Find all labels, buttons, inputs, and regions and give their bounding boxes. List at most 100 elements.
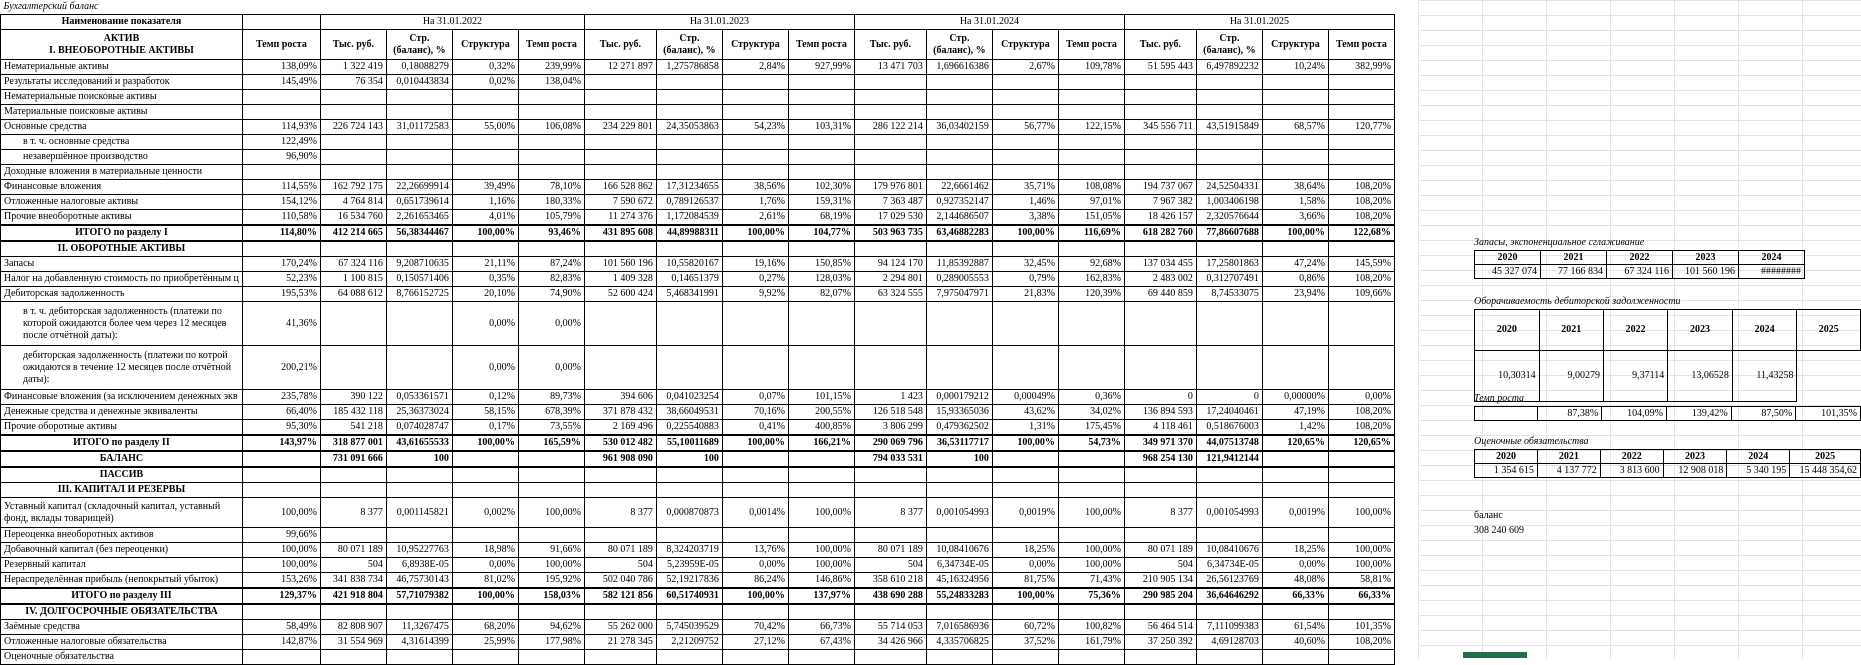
- value-cell[interactable]: 32,45%: [991, 256, 1059, 272]
- side-cell[interactable]: 2020: [1474, 449, 1538, 464]
- side-cell[interactable]: 2020: [1474, 309, 1540, 351]
- value-cell[interactable]: 0,150571406: [385, 271, 453, 287]
- value-cell[interactable]: 109,78%: [1057, 59, 1125, 75]
- row-label[interactable]: БАЛАНС: [0, 450, 243, 468]
- value-cell[interactable]: [991, 482, 1059, 498]
- growth-cell[interactable]: 195,53%: [241, 286, 321, 302]
- value-cell[interactable]: 541 218: [319, 419, 387, 436]
- value-cell[interactable]: 0,86%: [1261, 271, 1329, 287]
- value-cell[interactable]: 0,07%: [721, 389, 789, 405]
- value-cell[interactable]: 36,64646292: [1195, 587, 1263, 605]
- value-cell[interactable]: [925, 240, 993, 257]
- value-cell[interactable]: 180,33%: [517, 194, 585, 210]
- value-cell[interactable]: [853, 466, 927, 483]
- value-cell[interactable]: 81,02%: [451, 572, 519, 589]
- value-cell[interactable]: 5,23959E-05: [655, 557, 723, 573]
- value-cell[interactable]: 0: [1123, 389, 1197, 405]
- value-cell[interactable]: 3 806 299: [853, 419, 927, 436]
- value-cell[interactable]: 80 071 189: [1123, 542, 1197, 558]
- value-cell[interactable]: 2,261653465: [385, 209, 453, 226]
- value-cell[interactable]: [1057, 466, 1125, 483]
- value-cell[interactable]: 44,89988311: [655, 224, 723, 242]
- value-cell[interactable]: 10,95227763: [385, 542, 453, 558]
- row-label[interactable]: в т. ч. основные средства: [0, 134, 243, 150]
- value-cell[interactable]: 67 324 116: [319, 256, 387, 272]
- value-cell[interactable]: 60,51740931: [655, 587, 723, 605]
- side-cell[interactable]: 2020: [1474, 250, 1541, 265]
- value-cell[interactable]: 927,99%: [787, 59, 855, 75]
- value-cell[interactable]: [319, 527, 387, 543]
- value-cell[interactable]: 100,00%: [1327, 542, 1395, 558]
- value-cell[interactable]: [583, 89, 657, 105]
- value-cell[interactable]: [1057, 74, 1125, 90]
- value-cell[interactable]: 100,00%: [991, 434, 1059, 452]
- value-cell[interactable]: 100,00%: [1261, 224, 1329, 242]
- value-cell[interactable]: 31 554 969: [319, 634, 387, 650]
- value-cell[interactable]: [853, 89, 927, 105]
- side-cell[interactable]: 139,42%: [1666, 406, 1732, 421]
- value-cell[interactable]: [721, 301, 789, 346]
- value-cell[interactable]: 17,24040461: [1195, 404, 1263, 420]
- value-cell[interactable]: [319, 649, 387, 665]
- value-cell[interactable]: 239,99%: [517, 59, 585, 75]
- value-cell[interactable]: 382,99%: [1327, 59, 1395, 75]
- value-cell[interactable]: [517, 89, 585, 105]
- value-cell[interactable]: [517, 149, 585, 165]
- value-cell[interactable]: 0,41%: [721, 419, 789, 436]
- value-cell[interactable]: [385, 89, 453, 105]
- value-cell[interactable]: [517, 164, 585, 180]
- value-cell[interactable]: 1,76%: [721, 194, 789, 210]
- value-cell[interactable]: 10,55820167: [655, 256, 723, 272]
- value-cell[interactable]: 0,00%: [451, 557, 519, 573]
- value-cell[interactable]: [853, 345, 927, 390]
- value-cell[interactable]: 0,0019%: [1261, 497, 1329, 528]
- value-cell[interactable]: 82,07%: [787, 286, 855, 302]
- value-cell[interactable]: 100,82%: [1057, 619, 1125, 635]
- value-cell[interactable]: 94 124 170: [853, 256, 927, 272]
- value-cell[interactable]: 0: [1195, 389, 1263, 405]
- value-cell[interactable]: [1123, 345, 1197, 390]
- value-cell[interactable]: 43,51915849: [1195, 119, 1263, 135]
- value-cell[interactable]: 2,67%: [991, 59, 1059, 75]
- value-cell[interactable]: [787, 482, 855, 498]
- value-cell[interactable]: [655, 603, 723, 620]
- value-cell[interactable]: [1261, 301, 1329, 346]
- value-cell[interactable]: 678,39%: [517, 404, 585, 420]
- row-label[interactable]: ИТОГО по разделу III: [0, 587, 243, 605]
- side-cell[interactable]: 2023: [1662, 449, 1728, 464]
- row-label[interactable]: Результаты исследований и разработок: [0, 74, 243, 90]
- value-cell[interactable]: [319, 301, 387, 346]
- value-cell[interactable]: 101,15%: [787, 389, 855, 405]
- value-cell[interactable]: 0,225540883: [655, 419, 723, 436]
- value-cell[interactable]: 226 724 143: [319, 119, 387, 135]
- value-cell[interactable]: 67,43%: [787, 634, 855, 650]
- value-cell[interactable]: 3,38%: [991, 209, 1059, 226]
- value-cell[interactable]: 4 764 814: [319, 194, 387, 210]
- value-cell[interactable]: 43,61655533: [385, 434, 453, 452]
- value-cell[interactable]: [1195, 649, 1263, 665]
- value-cell[interactable]: [655, 345, 723, 390]
- value-cell[interactable]: 0,0014%: [721, 497, 789, 528]
- value-cell[interactable]: 77,86607688: [1195, 224, 1263, 242]
- value-cell[interactable]: [1195, 603, 1263, 620]
- side-cell[interactable]: 9,00279: [1538, 350, 1604, 402]
- value-cell[interactable]: 100,00%: [1057, 497, 1125, 528]
- value-cell[interactable]: [1327, 164, 1395, 180]
- value-cell[interactable]: [517, 240, 585, 257]
- value-cell[interactable]: 504: [853, 557, 927, 573]
- value-cell[interactable]: 7 590 672: [583, 194, 657, 210]
- value-cell[interactable]: [721, 649, 789, 665]
- value-cell[interactable]: 17,31234655: [655, 179, 723, 195]
- value-cell[interactable]: [991, 345, 1059, 390]
- value-cell[interactable]: [655, 466, 723, 483]
- value-cell[interactable]: 4,01%: [451, 209, 519, 226]
- value-cell[interactable]: [853, 649, 927, 665]
- value-cell[interactable]: [1057, 450, 1125, 468]
- value-cell[interactable]: 108,20%: [1327, 179, 1395, 195]
- value-cell[interactable]: 108,20%: [1327, 634, 1395, 650]
- row-label[interactable]: Уставный капитал (складочный капитал, ус…: [0, 497, 243, 528]
- value-cell[interactable]: 0,074028747: [385, 419, 453, 436]
- growth-cell[interactable]: [241, 649, 321, 665]
- side-cell[interactable]: 2024: [1738, 250, 1805, 265]
- growth-cell[interactable]: [241, 466, 321, 483]
